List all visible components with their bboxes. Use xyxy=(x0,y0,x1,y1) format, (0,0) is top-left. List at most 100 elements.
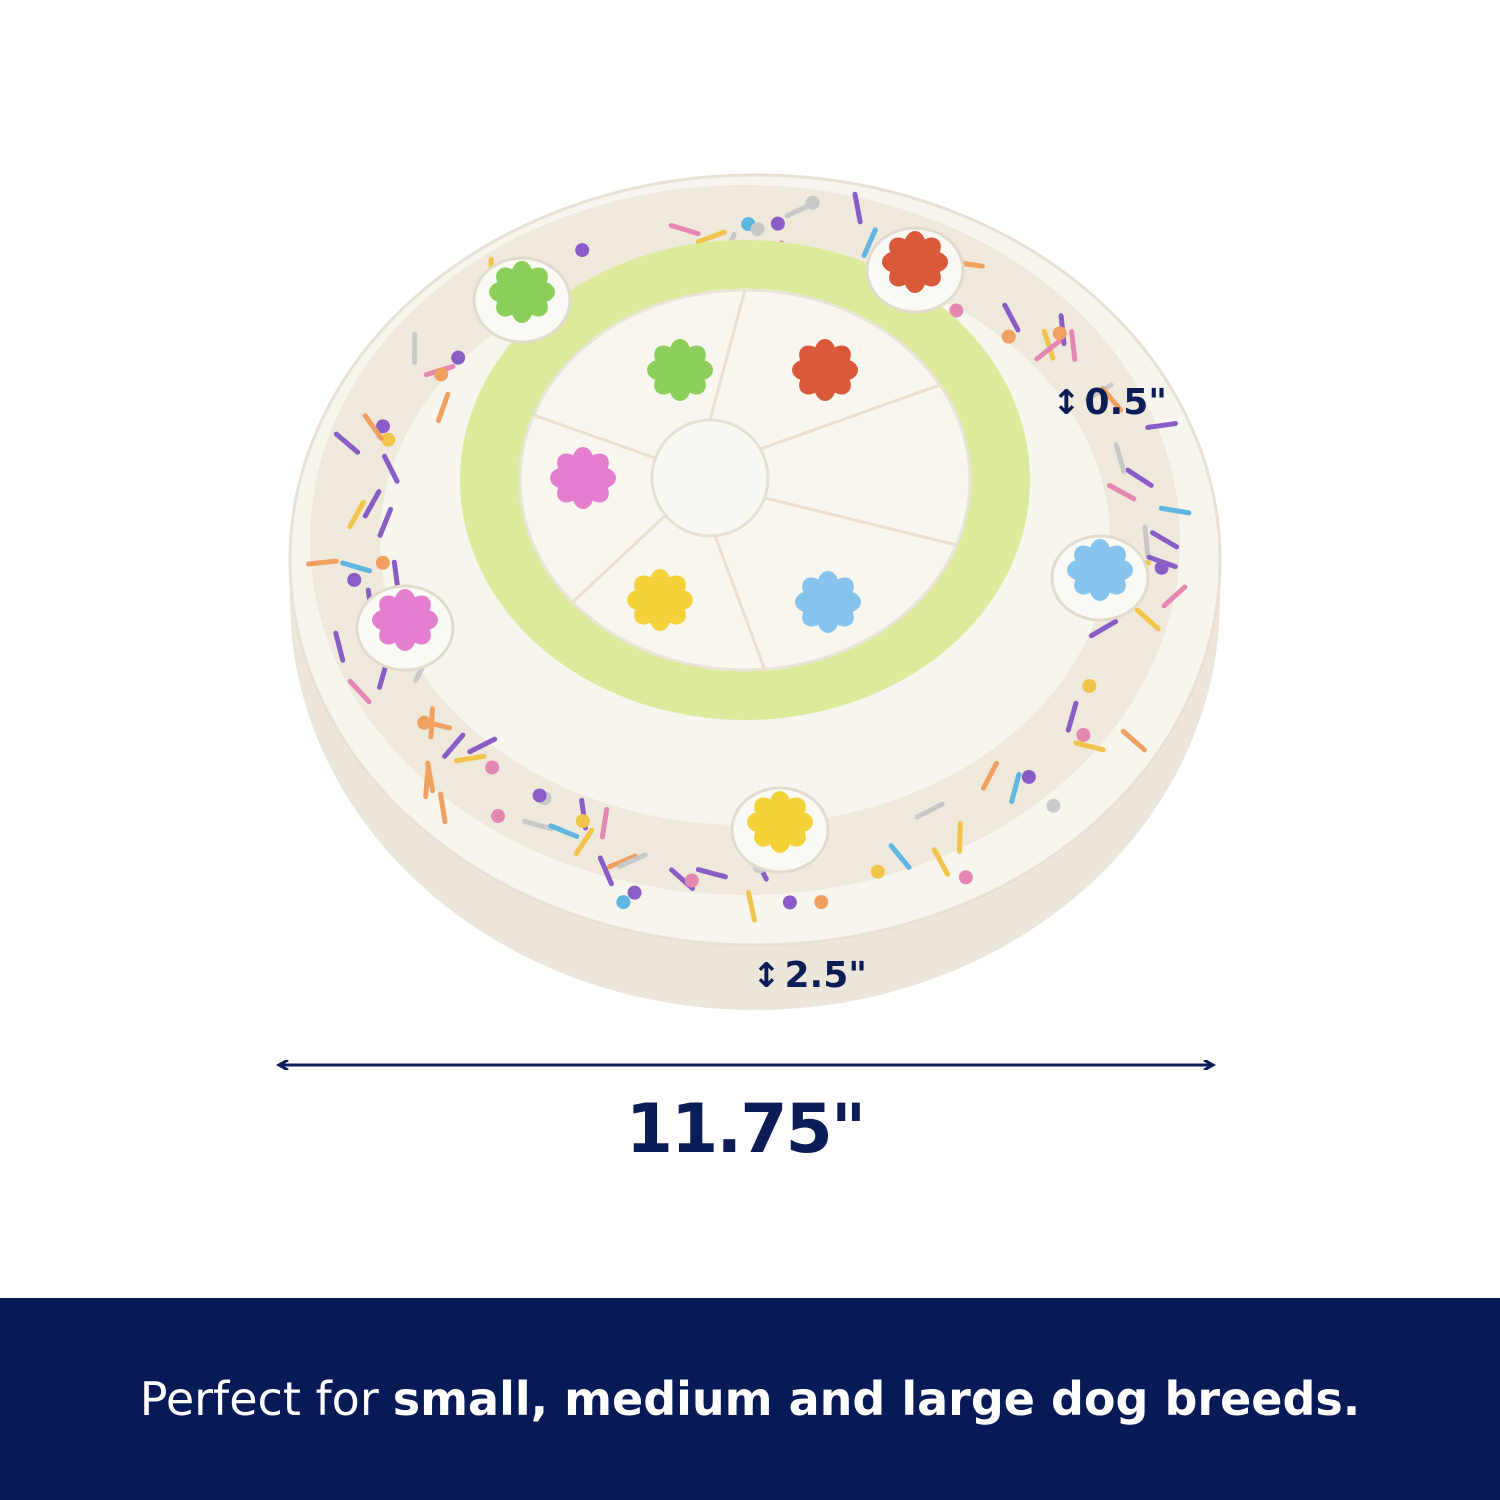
sprinkle xyxy=(599,806,610,840)
sprinkle xyxy=(1158,505,1192,516)
flower-icon xyxy=(1050,534,1150,622)
sprinkle-dot xyxy=(770,216,785,231)
sprinkle-dot xyxy=(1046,798,1061,813)
depth-dimension-label: ↕ 0.5" xyxy=(1052,382,1167,423)
sprinkle xyxy=(1034,339,1062,362)
sprinkle-dot xyxy=(1052,326,1067,341)
sprinkle xyxy=(1113,442,1127,475)
sprinkle xyxy=(617,852,648,869)
sprinkle xyxy=(362,489,382,519)
sprinkle xyxy=(548,823,580,839)
sprinkle xyxy=(377,506,394,538)
sprinkle-dot xyxy=(1076,727,1091,742)
puzzle-slice-divider xyxy=(571,514,667,604)
sprinkle xyxy=(442,732,466,759)
sprinkle xyxy=(340,560,373,574)
sprinkle-dot xyxy=(949,303,964,318)
sprinkle-dot xyxy=(575,243,590,258)
sprinkle xyxy=(1065,700,1079,733)
sprinkle-dot xyxy=(750,222,765,237)
sprinkle xyxy=(1120,728,1147,753)
sprinkle xyxy=(347,499,366,530)
sprinkle xyxy=(362,413,384,442)
sprinkle xyxy=(746,890,757,923)
flower-icon xyxy=(627,569,693,631)
sprinkle-dot xyxy=(1082,678,1097,693)
sprinkle xyxy=(888,843,912,870)
sprinkle xyxy=(423,766,431,799)
sprinkle-dot xyxy=(417,715,432,730)
sprinkle xyxy=(1088,619,1119,639)
flower-icon xyxy=(647,339,713,401)
sprinkle xyxy=(453,753,487,764)
sprinkle xyxy=(573,827,595,857)
sprinkle xyxy=(931,847,951,877)
sprinkle-dot xyxy=(532,788,547,803)
puzzle-slice-divider xyxy=(708,289,747,421)
depth-value: 0.5" xyxy=(1084,382,1168,423)
sprinkle-dot xyxy=(375,419,390,434)
puzzle-slice-divider xyxy=(533,413,656,460)
sprinkle xyxy=(695,229,728,245)
sprinkle xyxy=(306,558,339,567)
flower-icon xyxy=(730,786,830,874)
flower-icon xyxy=(795,571,861,633)
sprinkle xyxy=(668,222,701,237)
sprinkle xyxy=(852,191,863,225)
sprinkle xyxy=(467,736,498,755)
sprinkle xyxy=(333,630,346,663)
sprinkle-dot xyxy=(814,895,829,910)
sprinkle-dot xyxy=(958,870,973,885)
center-hub xyxy=(650,418,770,538)
sprinkle xyxy=(1161,584,1188,609)
flower-icon xyxy=(792,339,858,401)
sprinkle xyxy=(597,855,614,887)
sprinkle-dot xyxy=(575,814,590,829)
sprinkle-dot xyxy=(375,555,390,570)
sprinkle-dot xyxy=(782,895,797,910)
banner-text-bold: small, medium and large dog breeds. xyxy=(392,1372,1361,1426)
sprinkle xyxy=(438,791,448,825)
height-value: 2.5" xyxy=(784,955,868,996)
sprinkle xyxy=(1084,382,1114,402)
sprinkle xyxy=(381,453,400,484)
sprinkle xyxy=(980,760,1000,791)
sprinkle-dot xyxy=(485,760,500,775)
sprinkle xyxy=(1002,302,1021,333)
sprinkle-dot xyxy=(434,367,449,382)
flower-icon xyxy=(865,226,965,314)
sprinkle xyxy=(914,801,945,820)
puzzle-slice-divider xyxy=(713,535,767,670)
flower-icon xyxy=(472,256,572,344)
sprinkle xyxy=(956,820,963,854)
sprinkle xyxy=(1073,740,1106,753)
sprinkle xyxy=(522,818,555,832)
sprinkle xyxy=(1134,607,1161,632)
width-arrow-icon xyxy=(276,1060,1216,1070)
sprinkle xyxy=(333,431,361,455)
sprinkle xyxy=(861,227,878,259)
sprinkle xyxy=(1106,482,1137,502)
flower-icon xyxy=(355,584,455,672)
sprinkle-dot xyxy=(805,195,820,210)
sprinkle-dot xyxy=(627,885,642,900)
sprinkle-dot xyxy=(1021,769,1036,784)
sprinkle-dot xyxy=(1001,329,1016,344)
footer-banner: Perfect for small, medium and large dog … xyxy=(0,1298,1500,1500)
height-dimension-label: ↕ 2.5" xyxy=(752,955,867,996)
sprinkle-dot xyxy=(684,873,699,888)
sprinkle-dot xyxy=(451,350,466,365)
sprinkle xyxy=(1125,467,1154,488)
sprinkle xyxy=(1100,386,1124,413)
sprinkle xyxy=(1142,524,1151,558)
puzzle-slice-divider xyxy=(759,383,941,451)
sprinkle xyxy=(435,391,451,424)
sprinkle-dot xyxy=(347,572,362,587)
sprinkle-dot xyxy=(1154,560,1169,575)
puzzle-feeder-image xyxy=(288,173,1222,1010)
sprinkle xyxy=(1145,421,1178,430)
sprinkle-dot xyxy=(616,895,631,910)
sprinkle xyxy=(1069,329,1078,362)
sprinkle xyxy=(606,853,638,870)
banner-text-regular: Perfect for xyxy=(139,1372,379,1426)
